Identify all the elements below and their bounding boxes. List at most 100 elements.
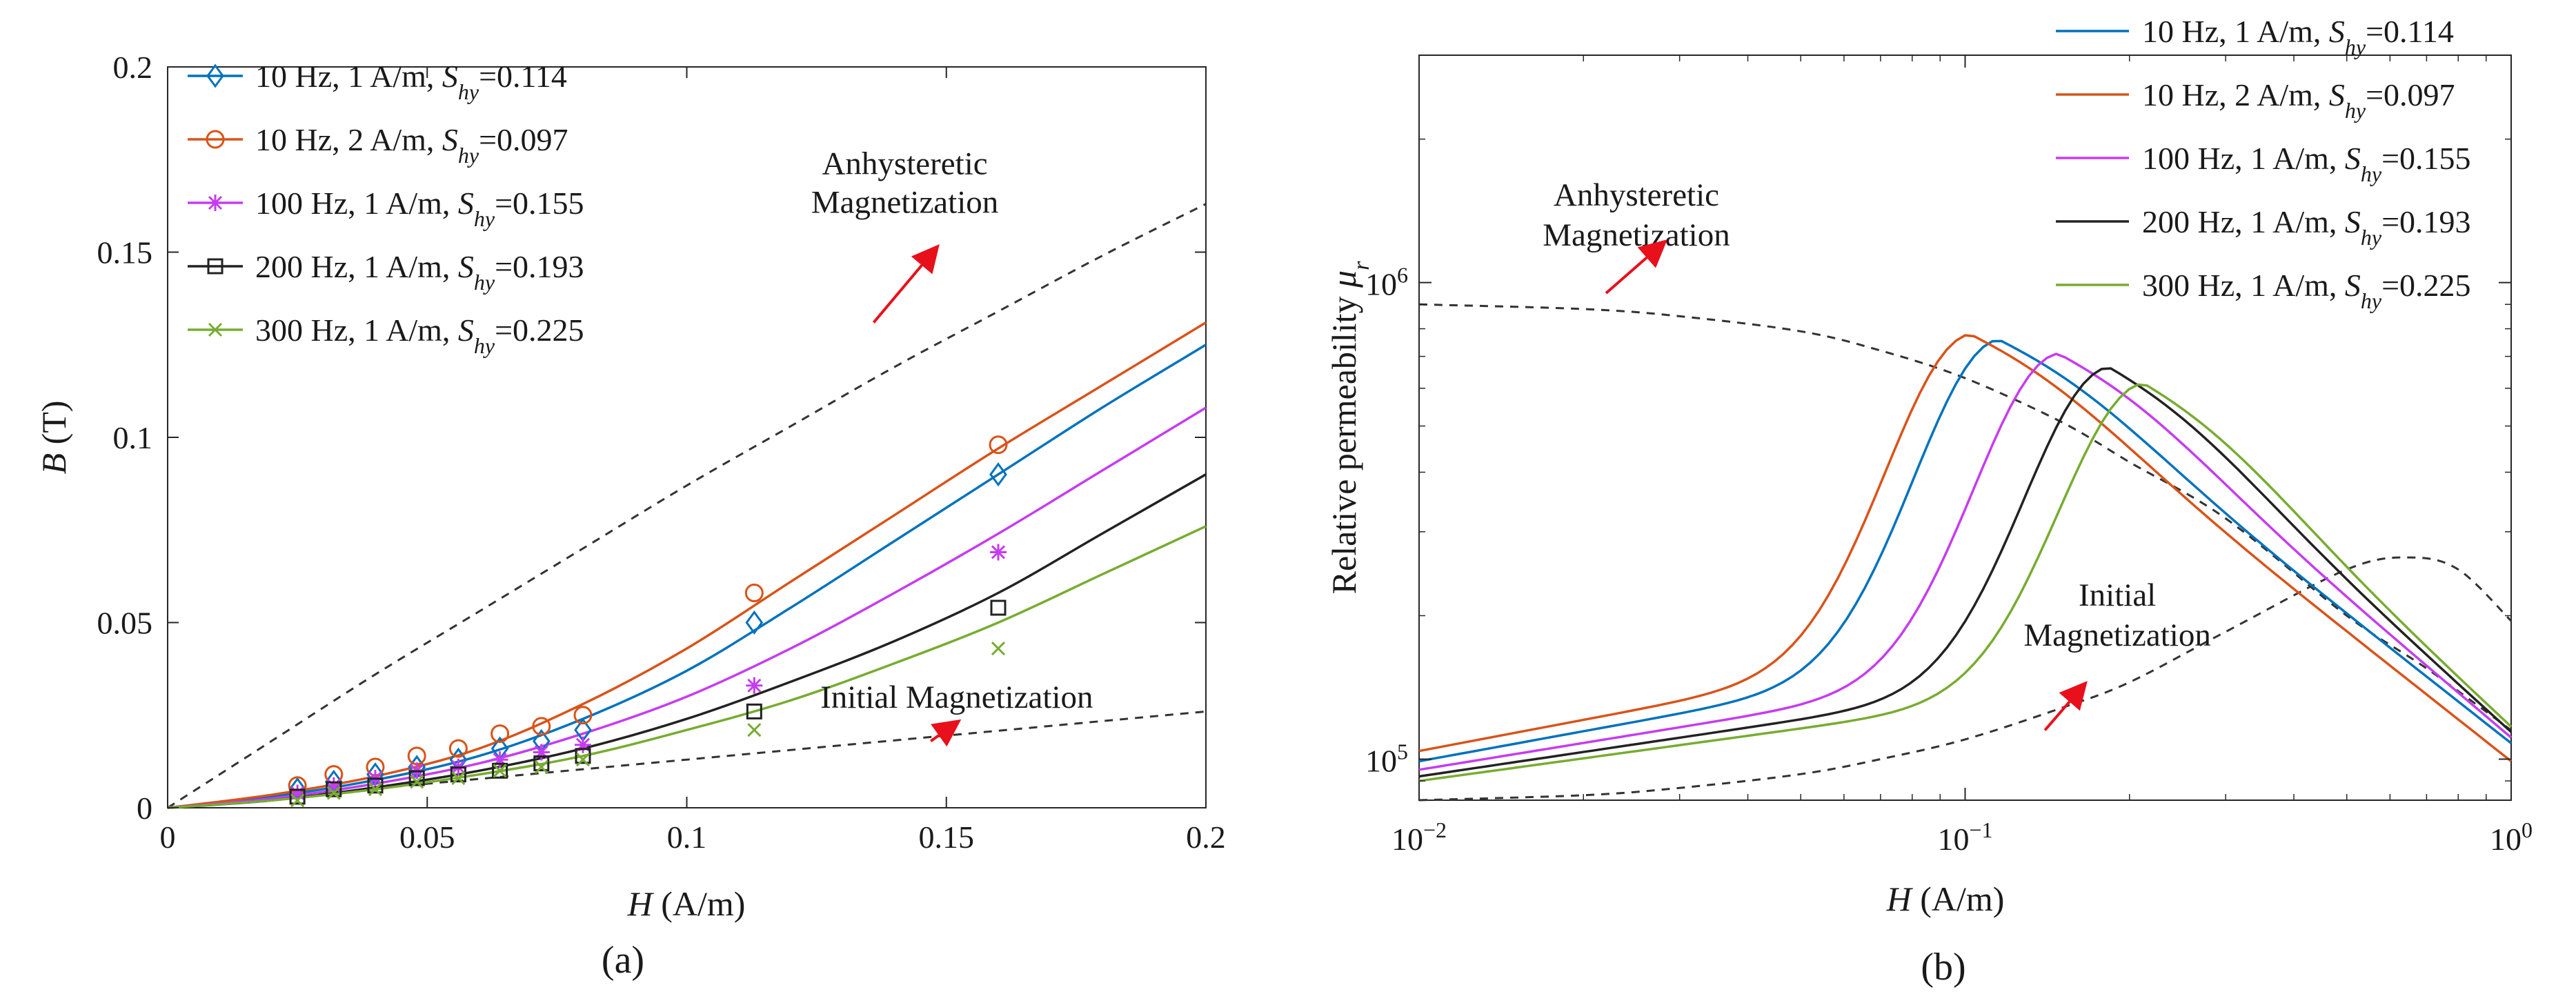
x-tick-label: 0 bbox=[160, 820, 176, 855]
series-line bbox=[167, 406, 1207, 809]
series-line bbox=[167, 344, 1207, 809]
data-point bbox=[450, 766, 466, 783]
data-point bbox=[410, 775, 424, 789]
chart-a-reference-curves bbox=[167, 203, 1207, 809]
annotation-text: Anhysteretic Magnetization bbox=[811, 146, 998, 221]
legend-entry: 10 Hz, 2 A/m, Shy=0.097 bbox=[255, 122, 568, 168]
data-point bbox=[491, 751, 508, 768]
x-tick-base: 10 bbox=[1937, 822, 1969, 857]
legend-entry: 10 Hz, 1 A/m, Shy=0.114 bbox=[2142, 14, 2454, 59]
legend-entry: 100 Hz, 1 A/m, Shy=0.155 bbox=[2142, 141, 2471, 186]
legend-label: 100 Hz, 1 A/m, bbox=[2142, 141, 2345, 176]
data-point bbox=[289, 784, 306, 802]
x-tick-label: 0.15 bbox=[919, 820, 975, 855]
annotation-text: Initial Magnetization bbox=[2023, 577, 2210, 653]
annotation-line: Anhysteretic bbox=[1554, 177, 1719, 213]
legend-symbol: S bbox=[442, 59, 458, 94]
data-point bbox=[534, 759, 548, 774]
legend-subscript: hy bbox=[2345, 98, 2366, 123]
data-point bbox=[746, 703, 762, 719]
legend-subscript: hy bbox=[474, 333, 495, 358]
data-point bbox=[367, 777, 384, 794]
chart-a-series-lines bbox=[167, 321, 1207, 809]
y-tick-label: 0 bbox=[137, 791, 152, 826]
data-point bbox=[325, 777, 342, 794]
series-line bbox=[1418, 334, 2513, 762]
data-point bbox=[491, 724, 510, 744]
x-tick-label: 0.05 bbox=[399, 820, 455, 855]
annotation-arrow bbox=[1605, 239, 1667, 295]
legend-value: =0.097 bbox=[2366, 77, 2455, 112]
y-tick-label: 0.05 bbox=[97, 606, 153, 641]
y-tick-label: 0.2 bbox=[113, 50, 153, 85]
legend-label: 300 Hz, 1 A/m, bbox=[2142, 268, 2345, 303]
legend-entry: 100 Hz, 1 A/m, Shy=0.155 bbox=[255, 186, 584, 231]
chart-a-caption: (a) bbox=[602, 939, 644, 982]
data-point bbox=[744, 584, 764, 603]
data-point bbox=[451, 771, 466, 786]
data-point bbox=[326, 781, 342, 797]
annotation-line: Magnetization bbox=[811, 185, 998, 221]
legend-value: =0.155 bbox=[2381, 141, 2470, 176]
legend-entry: 200 Hz, 1 A/m, Shy=0.193 bbox=[255, 249, 584, 295]
legend-entry: 10 Hz, 1 A/m, Shy=0.114 bbox=[255, 59, 567, 104]
chart-b-y-axis-label: Relative permeability μr bbox=[1325, 261, 1374, 594]
x-tick-exponent: −2 bbox=[1423, 817, 1447, 842]
legend-value: =0.193 bbox=[2381, 204, 2470, 239]
legend-entry: 300 Hz, 1 A/m, Shy=0.225 bbox=[255, 312, 584, 358]
data-point bbox=[746, 677, 763, 694]
chart-b-legend: 10 Hz, 1 A/m, Shy=0.114 10 Hz, 2 A/m, Shy… bbox=[2056, 14, 2471, 313]
data-point bbox=[532, 717, 551, 736]
legend-marker bbox=[207, 258, 224, 275]
data-point bbox=[492, 762, 508, 779]
legend-value: =0.155 bbox=[495, 186, 584, 221]
data-point bbox=[575, 753, 591, 767]
legend-label: 10 Hz, 1 A/m, bbox=[2142, 14, 2329, 49]
legend-symbol: S bbox=[2345, 141, 2361, 176]
data-point bbox=[533, 744, 550, 761]
series-line bbox=[167, 473, 1207, 809]
data-point bbox=[289, 788, 306, 805]
legend-symbol: S bbox=[442, 122, 458, 157]
chart-b-x-axis-label: H (A/m) bbox=[1886, 880, 2005, 918]
series-line bbox=[167, 525, 1207, 809]
legend-marker bbox=[206, 130, 225, 149]
legend-value: =0.097 bbox=[479, 122, 568, 157]
annotation-arrow bbox=[2043, 681, 2088, 731]
data-point bbox=[990, 544, 1007, 561]
data-point bbox=[575, 748, 591, 764]
data-point bbox=[533, 755, 550, 772]
data-point bbox=[747, 723, 762, 737]
data-point bbox=[326, 786, 341, 800]
legend-entry: 200 Hz, 1 A/m, Shy=0.193 bbox=[2142, 204, 2471, 250]
legend-entry: 10 Hz, 2 A/m, Shy=0.097 bbox=[2142, 77, 2455, 123]
y-tick-exponent: 5 bbox=[1397, 739, 1408, 764]
y-tick-exponent: 6 bbox=[1397, 263, 1408, 288]
legend-subscript: hy bbox=[2361, 161, 2382, 186]
series-line bbox=[1418, 339, 2513, 763]
x-tick-exponent: −1 bbox=[1969, 817, 1992, 842]
annotation-arrow bbox=[930, 719, 962, 747]
reference-line bbox=[167, 203, 1207, 809]
chart-a-markers bbox=[288, 435, 1008, 808]
legend-value: =0.193 bbox=[495, 249, 584, 284]
x-tick-label: 100 bbox=[2490, 817, 2533, 857]
legend-subscript: hy bbox=[2361, 225, 2382, 250]
legend-label: 10 Hz, 1 A/m, bbox=[255, 59, 442, 94]
legend-value: =0.114 bbox=[479, 59, 567, 94]
chart-a-y-ticks: 0 0.05 0.1 0.15 0.2 bbox=[97, 50, 1206, 826]
legend-symbol: S bbox=[2329, 77, 2345, 112]
x-tick-label: 10−1 bbox=[1937, 817, 1992, 857]
data-point bbox=[990, 599, 1007, 616]
chart-a-y-axis-label: B (T) bbox=[34, 401, 73, 475]
chart-b-series-lines bbox=[1418, 334, 2513, 782]
x-tick-base: 10 bbox=[1391, 822, 1423, 857]
legend-subscript: hy bbox=[2345, 34, 2366, 59]
legend-subscript: hy bbox=[474, 270, 495, 295]
legend-label: 100 Hz, 1 A/m, bbox=[255, 186, 458, 221]
legend-symbol: S bbox=[2345, 268, 2361, 303]
legend-label: 200 Hz, 1 A/m, bbox=[2142, 204, 2345, 239]
legend-marker bbox=[207, 195, 224, 211]
data-point bbox=[290, 793, 305, 808]
